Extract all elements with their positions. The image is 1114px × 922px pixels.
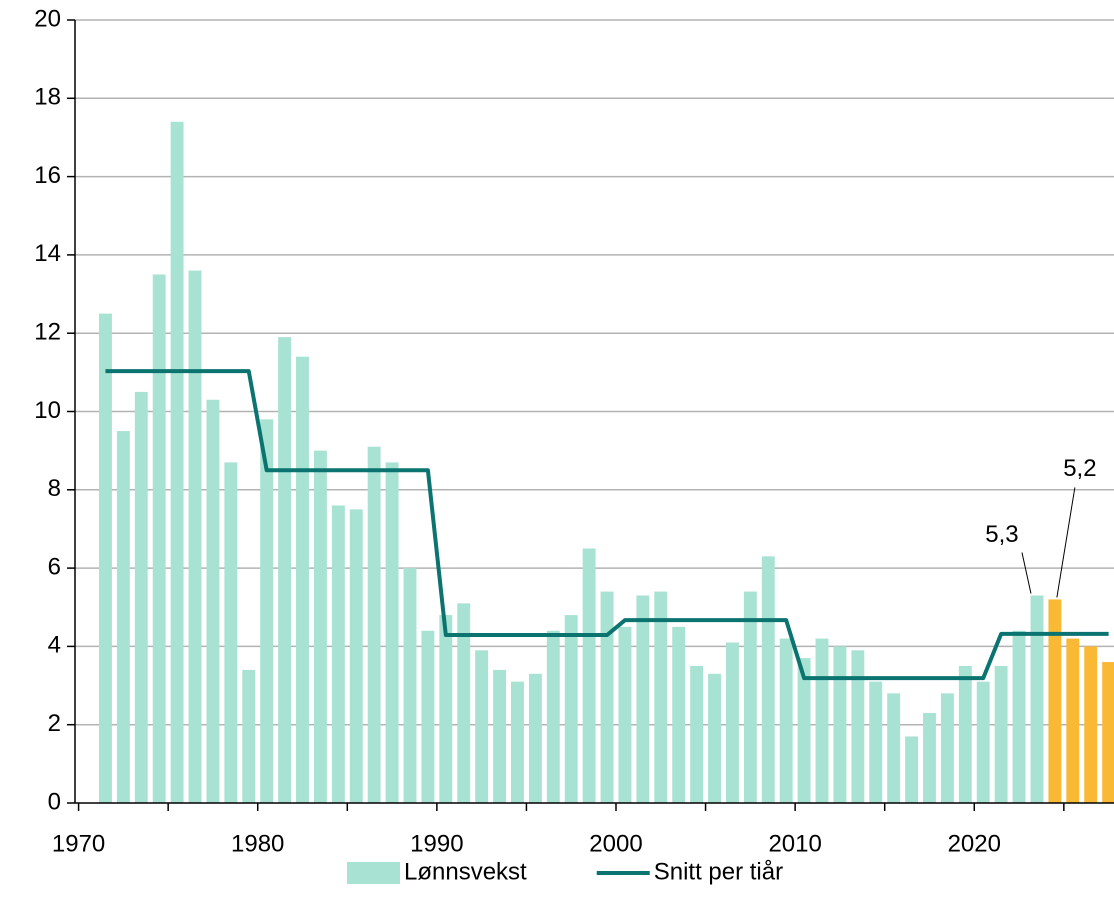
bar: [600, 591, 614, 803]
x-tick-label: 2020: [948, 830, 1001, 857]
bar: [690, 665, 704, 803]
y-tick-label: 18: [34, 84, 61, 111]
bar: [1084, 646, 1098, 803]
bar: [546, 630, 560, 803]
y-tick-label: 20: [34, 5, 61, 32]
bar: [403, 568, 417, 803]
bar: [1066, 638, 1080, 803]
label-leader: [1021, 552, 1032, 594]
bar: [170, 121, 184, 804]
bar: [278, 337, 292, 803]
bar: [99, 313, 112, 803]
bar: [134, 391, 148, 803]
legend-label: Snitt per tiår: [654, 858, 783, 885]
bar: [296, 356, 309, 803]
label-leader: [1056, 487, 1076, 598]
bar: [260, 419, 274, 803]
bar: [511, 681, 524, 803]
x-tick-label: 1980: [231, 830, 284, 857]
bar: [331, 505, 345, 803]
bar: [672, 626, 686, 803]
y-tick-label: 16: [34, 162, 61, 189]
bar: [654, 591, 668, 803]
data-label: 5,3: [985, 521, 1018, 548]
bar: [994, 665, 1008, 803]
legend-item: Snitt per tiår: [596, 858, 783, 885]
bar: [313, 450, 327, 803]
y-tick-label: 2: [48, 710, 61, 737]
bar: [976, 681, 990, 803]
bar: [152, 274, 166, 804]
bar: [905, 736, 919, 803]
bar: [869, 681, 883, 803]
y-tick-label: 4: [48, 632, 61, 659]
legend-label: Lønnsvekst: [404, 858, 527, 885]
bar: [439, 615, 453, 803]
bar: [708, 673, 721, 803]
bar: [582, 548, 596, 803]
bar: [1102, 662, 1114, 803]
legend-item: Lønnsvekst: [347, 858, 527, 885]
x-tick-label: 1970: [52, 830, 105, 857]
x-tick-label: 2010: [768, 830, 821, 857]
y-tick-label: 14: [34, 240, 61, 267]
bar: [940, 693, 954, 803]
bar: [761, 556, 775, 803]
bar: [636, 595, 650, 803]
bar: [887, 693, 901, 803]
line: [105, 369, 1109, 681]
bar: [958, 665, 972, 803]
bar: [815, 638, 829, 803]
y-tick-label: 0: [48, 788, 61, 815]
bar: [1030, 595, 1044, 803]
bar: [367, 446, 381, 803]
bar: [242, 669, 256, 803]
x-tick-label: 2000: [589, 830, 642, 857]
data-label: 5,2: [1063, 455, 1096, 482]
bar: [116, 431, 130, 803]
y-tick-label: 10: [34, 397, 61, 424]
legend-swatch: [347, 862, 400, 884]
bar: [188, 270, 202, 803]
bar: [528, 673, 542, 803]
bar: [475, 650, 489, 803]
bar: [779, 638, 793, 803]
bar: [923, 712, 936, 803]
bar: [1012, 630, 1026, 803]
bar: [493, 669, 507, 803]
bar: [224, 462, 238, 803]
x-tick-label: 1990: [410, 830, 463, 857]
bar: [564, 615, 578, 803]
bar: [743, 591, 757, 803]
bar: [797, 658, 811, 803]
bar: [457, 603, 471, 803]
bar: [385, 462, 399, 803]
bar: [421, 630, 435, 803]
y-tick-label: 6: [48, 553, 61, 580]
y-tick-label: 8: [48, 475, 61, 502]
bar: [206, 399, 220, 803]
y-tick-label: 12: [34, 319, 61, 346]
bar: [618, 626, 632, 803]
bar: [1048, 599, 1062, 803]
bar: [349, 509, 363, 803]
bar: [833, 646, 847, 803]
bar: [725, 642, 739, 803]
bar: [851, 650, 865, 803]
